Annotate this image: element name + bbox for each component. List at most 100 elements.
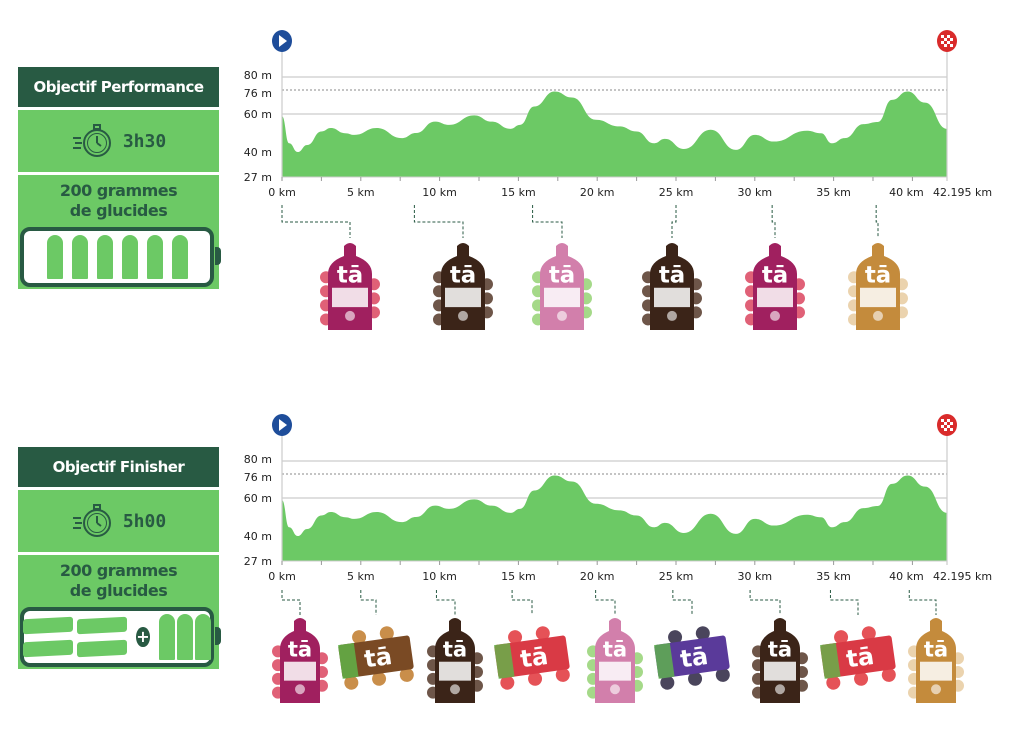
bar-wrapper-band [493, 642, 515, 679]
product-connector [671, 205, 677, 238]
brand-logo: tā [362, 642, 393, 674]
gel-icon [121, 235, 138, 279]
x-tick-label: 10 km [422, 570, 457, 583]
x-tick-label: 20 km [580, 570, 615, 583]
gel-icon [46, 235, 63, 279]
product-connector [771, 205, 776, 238]
target-time: 3h30 [122, 130, 167, 152]
product-connector [532, 205, 563, 238]
time-box: 3h30 [18, 110, 219, 172]
brand-logo: tā [337, 262, 363, 288]
fruit-decoration [881, 667, 896, 682]
x-tick-label: 15 km [501, 186, 536, 199]
finisher-panel: Objectif Finisher 5h00 200 grammes de glu… [18, 447, 221, 669]
start-marker [272, 414, 292, 436]
gel-icon [171, 235, 188, 279]
battery-icon: + [20, 607, 221, 667]
checkered-flag-icon [947, 419, 950, 422]
fruit-decoration [695, 626, 710, 641]
y-tick-label: 80 m [244, 69, 272, 82]
gel-label [284, 661, 316, 681]
elevation-chart-finisher: 0 km 5 km 10 km 15 km 20 km 25 km 30 km 35 km 40… [244, 414, 992, 703]
gel-icon [194, 614, 211, 660]
gel-label [332, 287, 368, 308]
fruit-decoration [372, 671, 387, 686]
elevation-chart-performance: 0 km 5 km 10 km 15 km 20 km 25 km 30 km 35 km 40… [244, 30, 992, 330]
gel-figure [775, 684, 785, 695]
gel-icon [146, 235, 163, 279]
energy-gel-image: tā [433, 243, 493, 330]
fruit-decoration [352, 630, 367, 645]
checkered-flag-icon [947, 425, 950, 428]
checkered-flag-icon [950, 422, 953, 425]
brand-logo: tā [768, 637, 792, 662]
x-tick-label: 40 km [889, 570, 924, 583]
brand-logo: tā [518, 642, 549, 674]
gel-figure [667, 310, 677, 321]
fruit-decoration [344, 675, 359, 690]
product-connector [829, 590, 859, 615]
fruit-decoration [379, 626, 394, 641]
play-icon [279, 35, 287, 47]
gel-icon [176, 614, 193, 660]
gel-label [439, 661, 471, 681]
checkered-flag-icon [947, 41, 950, 44]
x-tick-label: 42.195 km [933, 570, 992, 583]
product-connector [749, 590, 781, 615]
x-tick-label: 0 km [268, 570, 296, 583]
y-tick-label: 40 m [244, 146, 272, 159]
energy-gel-image: tā [272, 618, 328, 703]
gel-pack [540, 243, 584, 330]
y-tick-label: 60 m [244, 492, 272, 505]
gel-icon [158, 614, 175, 660]
fruit-decoration [508, 630, 523, 645]
fruit-decoration [399, 667, 414, 682]
checkered-flag-icon [941, 41, 944, 44]
gel-figure [770, 310, 780, 321]
panel-title: Objectif Finisher [18, 447, 219, 487]
gel-label [654, 287, 690, 308]
brand-logo: tā [603, 637, 627, 662]
battery-icon [20, 227, 221, 287]
x-tick-label: 10 km [422, 186, 457, 199]
fruit-decoration [535, 626, 550, 641]
y-tick-label: 80 m [244, 453, 272, 466]
checkered-flag-icon [941, 425, 944, 428]
checkered-flag-icon [944, 38, 947, 41]
energy-gel-image: tā [587, 618, 643, 703]
x-tick-label: 40 km [889, 186, 924, 199]
energy-gel-image: tā [642, 243, 702, 330]
gel-figure [557, 310, 567, 321]
carbs-box: 200 grammes de glucides + [18, 555, 221, 669]
performance-panel: Objectif Performance 3h30 200 grammes de … [18, 67, 221, 289]
x-tick-label: 0 km [268, 186, 296, 199]
product-connector [672, 590, 693, 615]
energy-gel-image: tā [908, 618, 964, 703]
brand-logo: tā [549, 262, 575, 288]
panel-title: Objectif Performance [18, 67, 219, 107]
fruit-decoration [660, 675, 675, 690]
x-tick-label: 30 km [738, 186, 773, 199]
product-connector [360, 590, 377, 615]
gel-pack [441, 243, 485, 330]
brand-logo: tā [844, 642, 875, 674]
brand-logo: tā [288, 637, 312, 662]
x-tick-label: 5 km [347, 570, 375, 583]
x-tick-label: 42.195 km [933, 186, 992, 199]
brand-logo: tā [659, 262, 685, 288]
energy-gel-image: tā [752, 618, 808, 703]
x-tick-label: 5 km [347, 186, 375, 199]
energy-bar-image: tā [819, 626, 896, 690]
plus-icon: + [136, 627, 150, 647]
x-tick-label: 30 km [738, 570, 773, 583]
gel-figure [458, 310, 468, 321]
fruit-decoration [854, 671, 869, 686]
gel-pack [760, 618, 800, 703]
fruit-decoration [668, 630, 683, 645]
y-tick-label: 76 m [244, 471, 272, 484]
gel-label [860, 287, 896, 308]
energy-gel-image: tā [532, 243, 592, 330]
product-connector [435, 590, 456, 615]
checkered-flag-icon [944, 44, 947, 47]
energy-gel-image: tā [848, 243, 908, 330]
